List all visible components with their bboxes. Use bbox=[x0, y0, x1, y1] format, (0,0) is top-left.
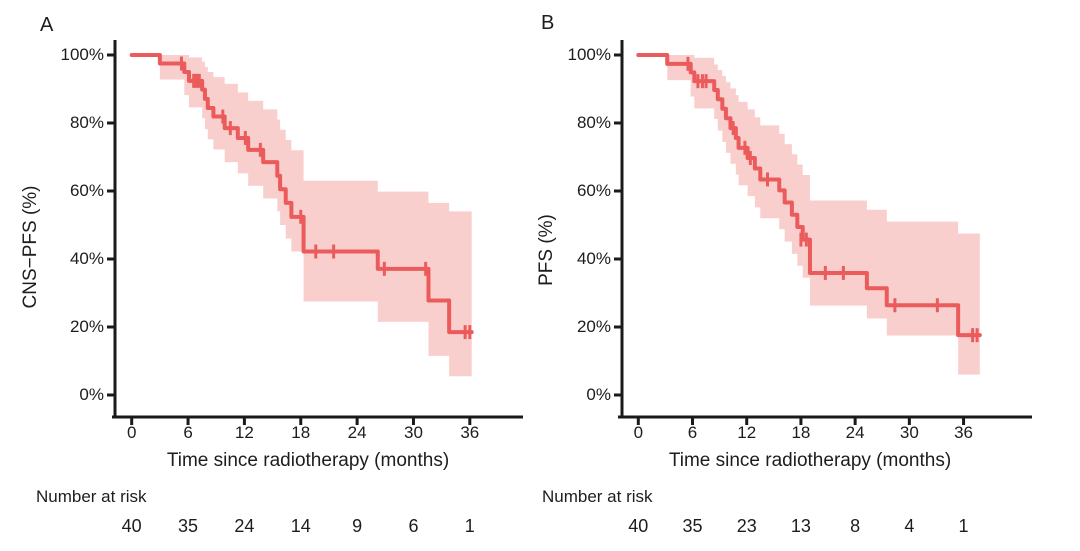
risk-count: 1 bbox=[464, 516, 475, 536]
panel-a-y-axis-title: CNS−PFS (%) bbox=[20, 185, 41, 309]
panel-a-number-at-risk-label: Number at risk bbox=[36, 487, 147, 506]
panel-b-x-axis-title: Time since radiotherapy (months) bbox=[668, 450, 952, 471]
risk-count: 40 bbox=[121, 516, 142, 536]
panel-b-letter: B bbox=[541, 12, 555, 34]
risk-count: 9 bbox=[352, 516, 363, 536]
panel-b-number-at-risk-label: Number at risk bbox=[542, 487, 653, 506]
x-tick-label: 18 bbox=[291, 423, 311, 442]
y-tick-label: 0% bbox=[79, 385, 104, 404]
x-tick-label: 0 bbox=[126, 423, 137, 442]
y-tick-label: 40% bbox=[69, 249, 104, 268]
risk-count: 24 bbox=[234, 516, 255, 536]
x-tick-label: 24 bbox=[845, 423, 865, 442]
x-tick-label: 18 bbox=[791, 423, 811, 442]
x-tick-label: 24 bbox=[347, 423, 367, 442]
risk-count: 23 bbox=[736, 516, 757, 536]
x-tick-label: 12 bbox=[234, 423, 254, 442]
x-tick-label: 6 bbox=[183, 423, 193, 442]
x-tick-label: 36 bbox=[460, 423, 480, 442]
x-tick-label: 6 bbox=[687, 423, 698, 442]
risk-count: 1 bbox=[958, 516, 969, 536]
x-tick-label: 0 bbox=[633, 423, 644, 442]
panel-a-letter: A bbox=[40, 14, 54, 36]
y-tick-label: 100% bbox=[567, 45, 611, 64]
y-tick-label: 40% bbox=[576, 249, 611, 268]
risk-count: 6 bbox=[408, 516, 419, 536]
risk-count: 14 bbox=[290, 516, 311, 536]
risk-count: 8 bbox=[850, 516, 861, 536]
x-tick-label: 12 bbox=[737, 423, 757, 442]
y-tick-label: 80% bbox=[69, 113, 104, 132]
y-tick-label: 100% bbox=[60, 45, 104, 64]
y-tick-label: 60% bbox=[576, 181, 611, 200]
risk-count: 35 bbox=[682, 516, 703, 536]
risk-count: 4 bbox=[904, 516, 915, 536]
x-tick-label: 36 bbox=[954, 423, 973, 442]
y-tick-label: 20% bbox=[69, 317, 104, 336]
x-tick-label: 30 bbox=[403, 423, 423, 442]
risk-count: 35 bbox=[178, 516, 199, 536]
y-tick-label: 0% bbox=[586, 385, 611, 404]
risk-count: 13 bbox=[790, 516, 811, 536]
y-tick-label: 80% bbox=[576, 113, 611, 132]
panel-a-x-axis-title: Time since radiotherapy (months) bbox=[166, 450, 450, 471]
y-tick-label: 60% bbox=[69, 181, 104, 200]
x-tick-label: 30 bbox=[899, 423, 919, 442]
y-tick-label: 20% bbox=[576, 317, 611, 336]
risk-count: 40 bbox=[628, 516, 649, 536]
confidence-band bbox=[667, 55, 980, 375]
